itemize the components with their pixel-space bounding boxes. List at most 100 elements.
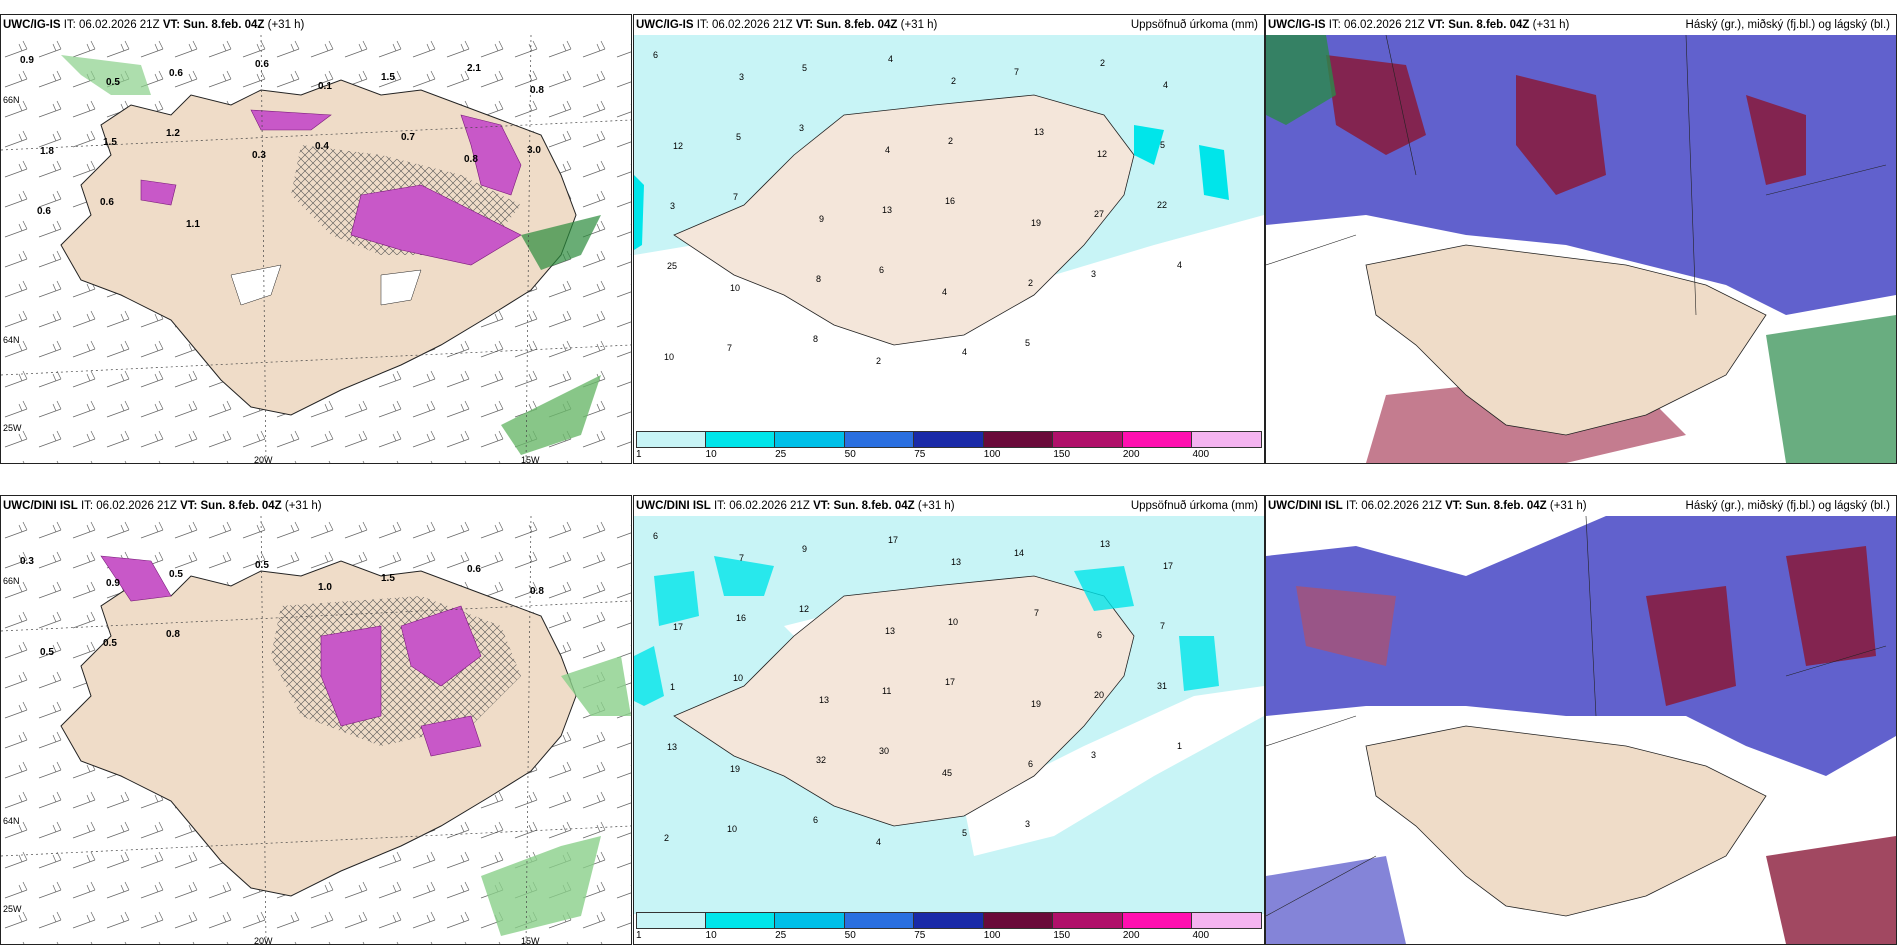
precip-value-label: 45 [942,768,953,778]
wind-value-label: 2.1 [467,63,481,74]
precip-value-label: 1 [1177,741,1183,751]
valid-time: VT: Sun. 8.feb. 04Z [1427,19,1530,31]
precip-value-label: 6 [813,815,819,825]
panel-bottom-left: UWC/DINI ISL IT: 06.02.2026 21Z VT: Sun.… [0,495,632,945]
colorbar-swatch [1122,431,1193,448]
precip-value-label: 2 [664,833,670,843]
precip-value-label: 8 [816,274,822,284]
precip-value-label: 7 [727,343,733,353]
model-name: UWC/DINI ISL [636,500,711,512]
panel-title: Uppsöfnuð úrkoma (mm) [1130,19,1258,31]
precip-value-label: 7 [733,192,739,202]
panel-bottom-right: UWC/DINI ISL IT: 06.02.2026 21Z VT: Sun.… [1265,495,1897,945]
precip-value-label: 25 [667,261,678,271]
precip-value-label: 4 [888,54,894,64]
precip-value-label: 17 [945,677,956,687]
wind-value-label: 1.2 [166,128,180,139]
colorbar-swatch [983,431,1054,448]
panel-header: UWC/IG-IS IT: 06.02.2026 21Z VT: Sun. 8.… [3,17,627,33]
colorbar-tick: 200 [1122,449,1140,460]
precip-value-label: 13 [667,742,678,752]
init-time: IT: 06.02.2026 21Z [1328,19,1425,31]
precip-value-label: 10 [730,283,741,293]
wind-value-label: 0.1 [318,81,332,92]
colorbar-swatch [636,912,706,929]
precip-value-label: 4 [1177,260,1183,270]
precip-value-layer: 6 3 5 4 2 7 2 4 12 5 3 4 2 13 12 5 3 7 9 13 16 19 27 22 25 10 8 6 4 2… [634,15,1264,463]
wind-value-label: 1.5 [381,573,395,584]
model-name: UWC/IG-IS [3,19,61,31]
precip-value-label: 2 [1028,278,1034,288]
wind-value-label: 0.6 [100,197,114,208]
wind-value-label: 0.4 [315,141,329,152]
precip-value-label: 12 [799,604,810,614]
panel-header: UWC/DINI ISL IT: 06.02.2026 21Z VT: Sun.… [636,498,1260,514]
colorbar-tick: 100 [983,930,1001,941]
axis-label-15w: 15W [521,455,540,464]
panel-header: UWC/IG-IS IT: 06.02.2026 21Z VT: Sun. 8.… [636,17,1260,33]
colorbar-tick: 1 [636,449,642,460]
colorbar-tick: 200 [1122,930,1140,941]
panel-header: UWC/DINI ISL IT: 06.02.2026 21Z VT: Sun.… [3,498,627,514]
wind-value-label: 1.0 [318,582,332,593]
init-time: IT: 06.02.2026 21Z [1345,500,1442,512]
precip-value-label: 5 [1025,338,1031,348]
colorbar-tick: 50 [844,930,856,941]
precip-value-label: 19 [1031,699,1042,709]
wind-value-label: 1.5 [381,72,395,83]
precip-value-label: 4 [962,347,968,357]
precip-value-label: 11 [882,686,892,696]
wind-value-label: 0.8 [530,586,544,597]
panel-top-left: UWC/IG-IS IT: 06.02.2026 21Z VT: Sun. 8.… [0,14,632,464]
precip-value-label: 7 [739,553,745,563]
valid-time: VT: Sun. 8.feb. 04Z [1445,500,1547,512]
precip-value-label: 30 [879,746,890,756]
precip-value-label: 6 [653,50,659,60]
wind-precip-map [1,516,631,944]
wind-value-label: 0.8 [166,629,180,640]
wind-value-label: 0.5 [106,77,120,88]
colorbar-tick: 25 [775,449,787,460]
wind-value-label: 0.3 [20,556,34,567]
colorbar-tick: 100 [983,449,1001,460]
precip-value-label: 2 [876,356,882,366]
wind-value-label: 3.0 [527,145,541,156]
precip-value-label: 2 [1100,58,1106,68]
valid-time: VT: Sun. 8.feb. 04Z [813,500,915,512]
colorbar-tick: 400 [1192,449,1210,460]
precip-value-label: 13 [1034,127,1045,137]
precip-value-label: 3 [1025,819,1031,829]
colorbar-swatch [983,912,1054,929]
colorbar-tick: 400 [1192,930,1210,941]
wind-value-layer: 0.9 0.5 0.6 0.6 0.1 1.5 2.1 0.8 1.8 1.5 1.2 0.3 0.4 0… [1,15,631,463]
init-time: IT: 06.02.2026 21Z [696,19,793,31]
lead-time: (+31 h) [1549,500,1587,512]
axis-label-64n: 64N [3,335,20,345]
precip-value-label: 6 [1028,759,1034,769]
precip-value-label: 5 [1160,140,1166,150]
precip-value-label: 16 [945,196,956,206]
axis-label-25w: 25W [3,423,22,433]
colorbar-tick: 50 [844,449,856,460]
precip-value-label: 31 [1157,681,1168,691]
colorbar-tick: 25 [775,930,787,941]
lead-time: (+31 h) [284,500,322,512]
precip-value-label: 1 [670,682,676,692]
precip-value-label: 2 [948,136,954,146]
precip-value-label: 27 [1094,209,1105,219]
precip-value-label: 13 [819,695,830,705]
precip-value-label: 10 [664,352,675,362]
axis-label-20w: 20W [254,936,273,945]
precipitation-map [634,35,1264,433]
colorbar-frame [636,912,1262,929]
precip-value-label: 3 [799,123,805,133]
precip-value-label: 3 [1091,269,1097,279]
precip-value-label: 3 [670,201,676,211]
colorbar: 1 10 25 50 75 100 150 200 400 [636,431,1262,461]
precip-value-label: 10 [948,617,959,627]
colorbar-tick: 1 [636,930,642,941]
precip-value-label: 9 [802,544,808,554]
wind-value-label: 0.5 [40,647,54,658]
precip-value-label: 5 [802,63,808,73]
precip-value-label: 7 [1160,621,1166,631]
